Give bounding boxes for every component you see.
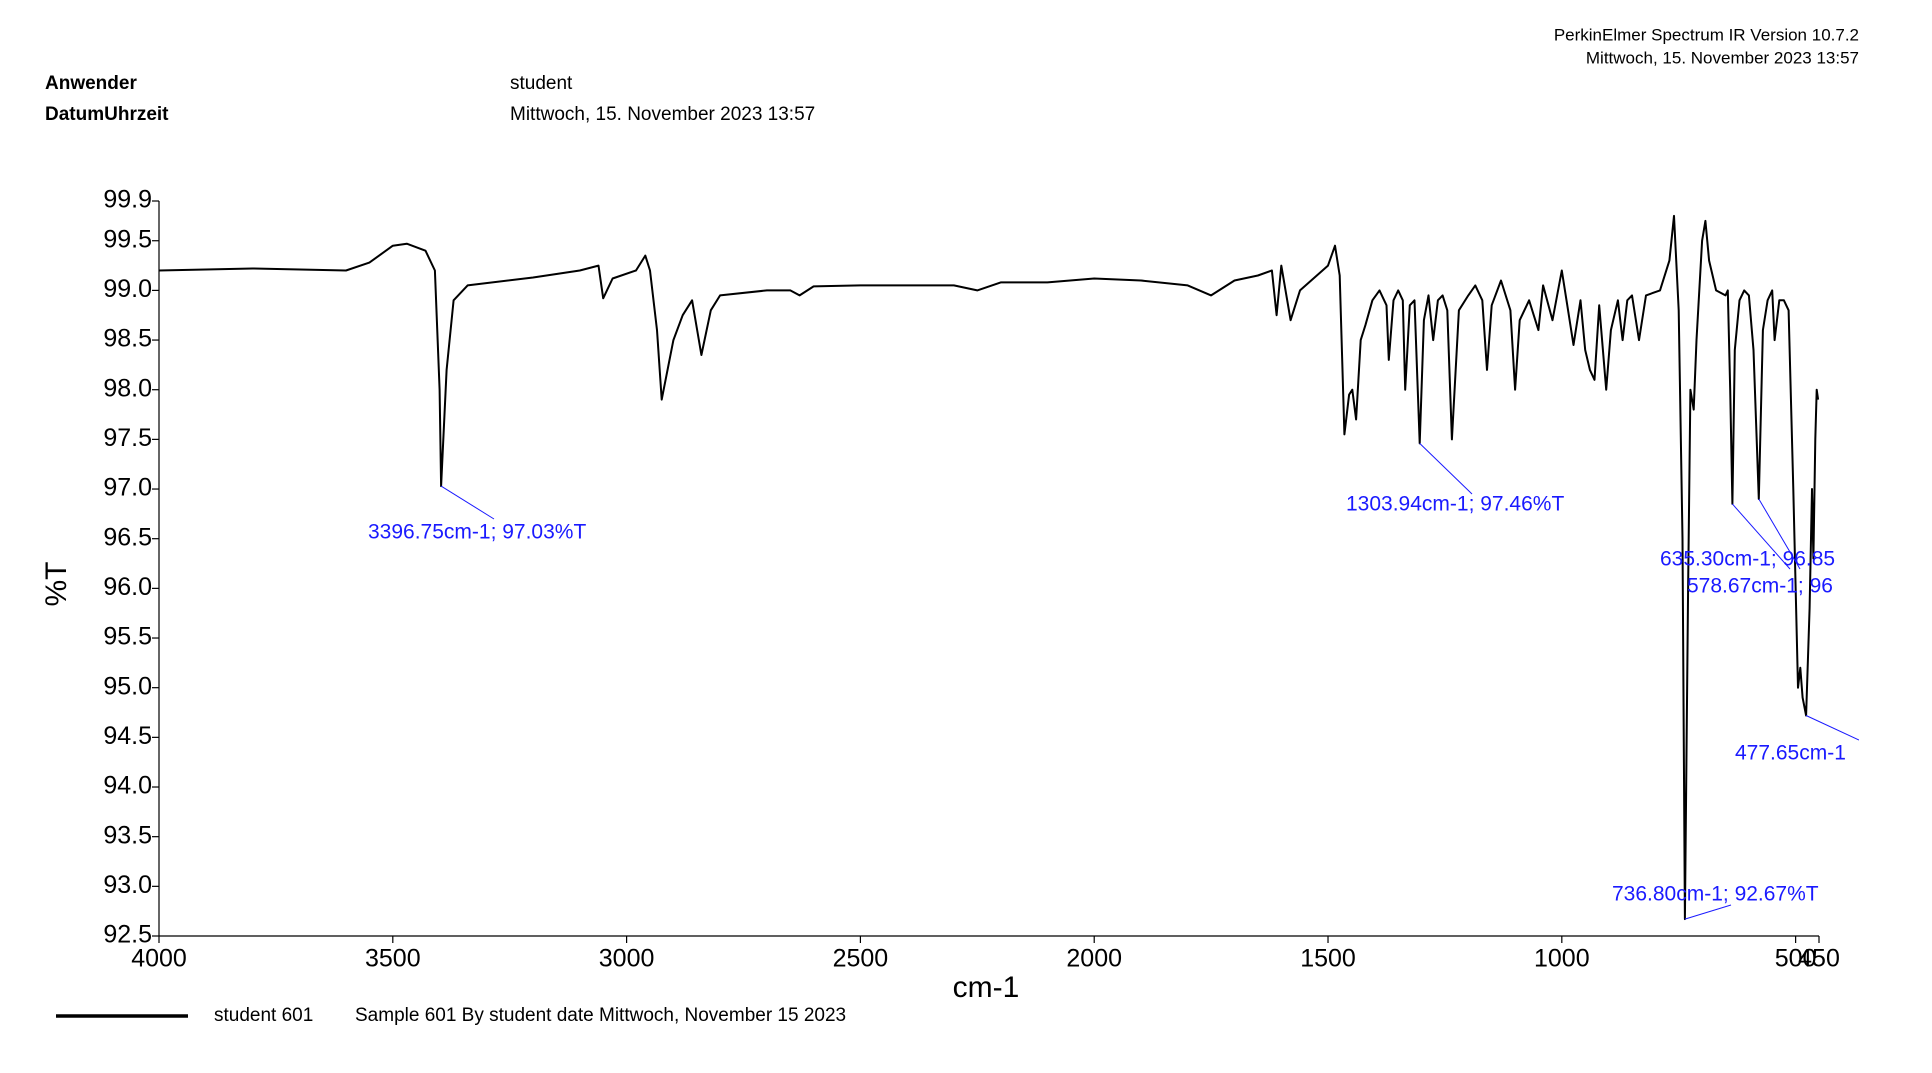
annotation-leader — [440, 485, 495, 520]
x-tick-label: 4000 — [131, 945, 187, 973]
y-tick-label: 99.9 — [103, 186, 152, 214]
annotation-label: 3396.75cm-1; 97.03%T — [368, 521, 586, 544]
y-tick-label: 98.5 — [103, 325, 152, 353]
y-tick-label: 94.0 — [103, 772, 152, 800]
y-tick-label: 93.0 — [103, 871, 152, 899]
x-tick-label: 2500 — [833, 945, 889, 973]
x-tick-label: 1500 — [1300, 945, 1356, 973]
y-tick-label: 95.0 — [103, 672, 152, 700]
user: student — [510, 73, 573, 94]
software: PerkinElmer Spectrum IR Version 10.7.2 — [1554, 25, 1859, 44]
annotations: 3396.75cm-1; 97.03%T 1303.94cm-1; 97.46%T… — [368, 442, 1859, 920]
y-tick-label: 96.5 — [103, 523, 152, 551]
datetime: Mittwoch, 15. November 2023 13:57 — [510, 104, 815, 125]
annotation-leader — [1419, 442, 1473, 495]
datetime-label: DatumUhrzeit — [45, 104, 169, 125]
y-tick-label: 99.5 — [103, 225, 152, 253]
annotation-label: 736.80cm-1; 92.67%T — [1612, 883, 1819, 906]
legend-name: student 601 — [214, 1005, 313, 1026]
spectrum-line — [158, 214, 1820, 921]
annotation-leader — [1805, 715, 1859, 741]
x-tick-label: 2000 — [1066, 945, 1122, 973]
y-tick-label: 96.0 — [103, 573, 152, 601]
legend-description: Sample 601 By student date Mittwoch, Nov… — [355, 1005, 846, 1026]
annotation-leader — [1684, 904, 1732, 920]
y-axis-label: %T — [40, 562, 73, 607]
x-axis-label: cm-1 — [953, 971, 1020, 1004]
user-label: Anwender — [45, 73, 137, 94]
annotation-label: 635.30cm-1; 96.85 — [1660, 548, 1835, 571]
y-tick-label: 97.0 — [103, 474, 152, 502]
y-tick-label: 93.5 — [103, 821, 152, 849]
x-tick-label: 450 — [1798, 945, 1840, 973]
y-tick-label: 92.5 — [103, 921, 152, 949]
annotation-label: 578.67cm-1; 96 — [1687, 575, 1833, 598]
annotation-label: 477.65cm-1 — [1735, 742, 1846, 765]
annotation-label: 1303.94cm-1; 97.46%T — [1346, 493, 1564, 516]
y-tick-label: 97.5 — [103, 424, 152, 452]
annotation-leader — [1758, 498, 1801, 570]
software-date: Mittwoch, 15. November 2023 13:57 — [1586, 48, 1859, 67]
y-tick-label: 98.0 — [103, 374, 152, 402]
x-tick-label: 1000 — [1534, 945, 1590, 973]
y-tick-label: 94.5 — [103, 722, 152, 750]
y-tick-label: 99.0 — [103, 275, 152, 303]
y-tick-label: 95.5 — [103, 623, 152, 651]
x-tick-label: 3500 — [365, 945, 421, 973]
annotation-leader — [1731, 503, 1791, 570]
x-tick-label: 3000 — [599, 945, 655, 973]
x-tick-label: 500 — [1775, 945, 1817, 973]
